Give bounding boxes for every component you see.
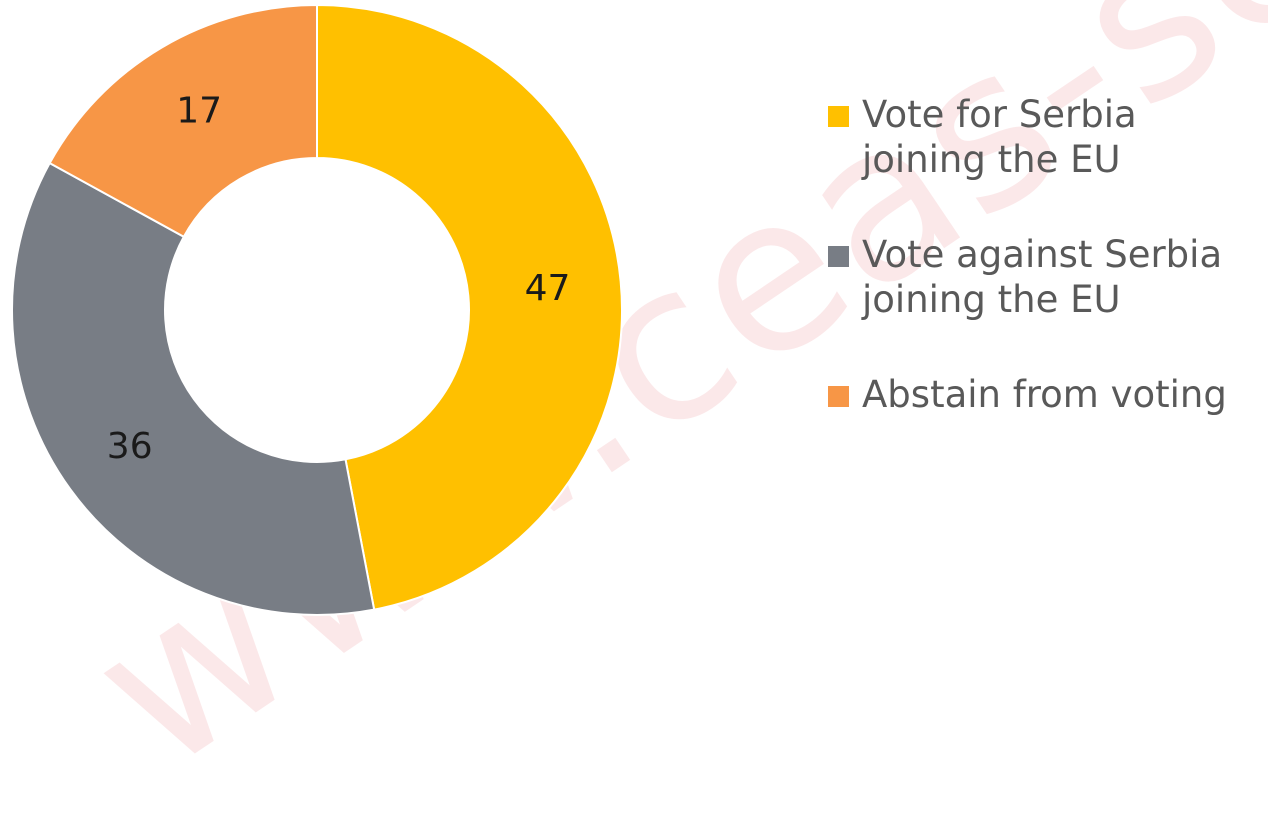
legend-item-against: Vote against Serbia joining the EU [828, 232, 1258, 322]
data-label-vote-for: 47 [525, 268, 571, 309]
legend-item-abstain: Abstain from voting [828, 372, 1258, 417]
data-labels: 47 36 17 [107, 91, 571, 467]
donut-chart: 47 36 17 [11, 3, 624, 617]
slice-vote-for [316, 3, 624, 611]
legend-swatch-against [828, 246, 849, 267]
slice-abstain [48, 3, 318, 239]
legend-label-abstain: Abstain from voting [862, 373, 1227, 416]
legend-label-for: Vote for Serbia joining the EU [862, 93, 1137, 181]
data-label-vote-against: 36 [107, 426, 153, 467]
slice-vote-against [11, 161, 376, 617]
donut-slices [11, 3, 624, 617]
legend-swatch-for [828, 106, 849, 127]
legend-swatch-abstain [828, 386, 849, 407]
legend-label-against: Vote against Serbia joining the EU [862, 233, 1223, 321]
chart-legend: Vote for Serbia joining the EU Vote agai… [828, 92, 1258, 467]
legend-item-for: Vote for Serbia joining the EU [828, 92, 1258, 182]
data-label-abstain: 17 [176, 91, 222, 132]
